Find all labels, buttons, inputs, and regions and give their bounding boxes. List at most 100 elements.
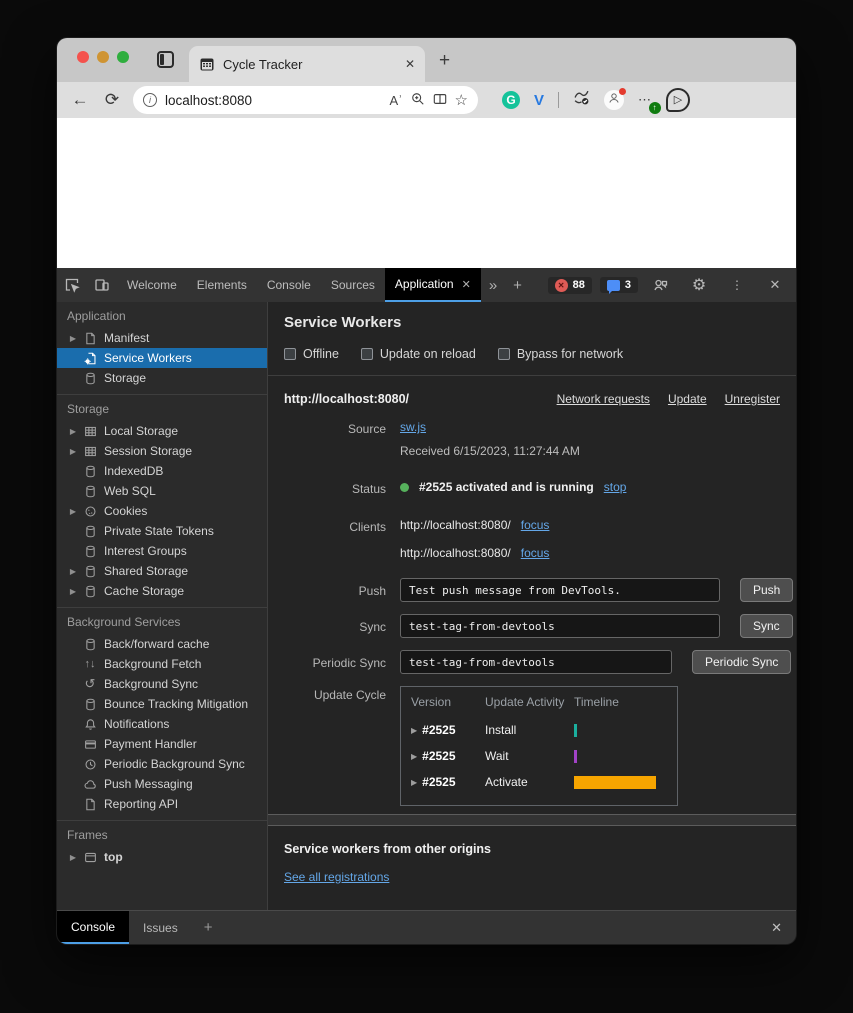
offline-checkbox[interactable]: Offline — [284, 347, 339, 361]
close-window-button[interactable] — [77, 51, 89, 63]
sidebar-item-cookies[interactable]: ▶ Cookies — [57, 501, 267, 521]
drawer-add-tab-icon[interactable]: + — [203, 919, 213, 936]
sidebar-item-web-sql[interactable]: Web SQL — [57, 481, 267, 501]
checkbox-icon[interactable] — [284, 348, 296, 360]
profile-avatar[interactable] — [604, 88, 627, 110]
settings-more-button[interactable]: ⋯ ↑ — [638, 92, 662, 114]
sidebar-item-top-frame[interactable]: ▶ top — [57, 847, 267, 867]
sidebar-item-local-storage[interactable]: ▶ Local Storage — [57, 421, 267, 441]
minimize-window-button[interactable] — [97, 51, 109, 63]
sidebar-item-session-storage[interactable]: ▶ Session Storage — [57, 441, 267, 461]
expand-arrow-icon[interactable]: ▶ — [411, 777, 418, 787]
error-counter[interactable]: ✕ 88 — [547, 276, 592, 294]
sidebar-item-payment-handler[interactable]: Payment Handler — [57, 734, 267, 754]
sidebar-item-bounce-tracking-mitigation[interactable]: Bounce Tracking Mitigation — [57, 694, 267, 714]
add-devtools-tab-icon[interactable]: + — [513, 276, 522, 294]
grammarly-icon[interactable]: G — [502, 91, 520, 109]
tab-switcher-icon[interactable] — [157, 51, 174, 68]
devtools-kebab-menu-icon[interactable]: ⋮ — [731, 278, 743, 292]
source-label: Source — [347, 422, 386, 436]
tab-application[interactable]: Application ✕ — [384, 268, 481, 302]
expand-arrow-icon[interactable]: ▶ — [69, 566, 77, 576]
expand-arrow-icon[interactable]: ▶ — [69, 586, 77, 596]
inspect-element-icon[interactable] — [57, 268, 87, 302]
error-icon: ✕ — [554, 278, 568, 292]
checkbox-icon[interactable] — [360, 348, 373, 360]
expand-arrow-icon[interactable]: ▶ — [69, 446, 77, 456]
expand-arrow-icon[interactable]: ▶ — [69, 333, 77, 343]
split-screen-icon[interactable] — [433, 92, 447, 109]
sidebar-item-interest-groups[interactable]: Interest Groups — [57, 541, 267, 561]
devtools-close-icon[interactable]: ✕ — [769, 277, 781, 292]
network-requests-link[interactable]: Network requests — [556, 392, 650, 406]
sidebar-item-notifications[interactable]: Notifications — [57, 714, 267, 734]
focus-link[interactable]: focus — [520, 546, 550, 560]
tab-application-close-icon[interactable]: ✕ — [461, 278, 471, 291]
feedback-icon[interactable] — [646, 277, 676, 293]
sync-button[interactable]: Sync — [740, 614, 793, 638]
sidebar-item-background-fetch[interactable]: ↑↓ Background Fetch — [57, 654, 267, 674]
update-on-reload-checkbox[interactable]: Update on reload — [360, 347, 476, 361]
sidebar-item-background-sync[interactable]: ↺ Background Sync — [57, 674, 267, 694]
push-message-input[interactable] — [400, 578, 720, 602]
drawer-tab-console[interactable]: Console — [57, 911, 130, 944]
see-all-registrations-link[interactable]: See all registrations — [284, 870, 390, 884]
browser-tab[interactable]: Cycle Tracker ✕ — [189, 46, 425, 82]
focus-link[interactable]: focus — [520, 518, 550, 532]
tab-close-icon[interactable]: ✕ — [404, 57, 415, 71]
expand-arrow-icon[interactable]: ▶ — [69, 852, 77, 862]
sidebar-item-shared-storage[interactable]: ▶ Shared Storage — [57, 561, 267, 581]
new-tab-button[interactable]: + — [439, 50, 451, 71]
expand-arrow-icon[interactable]: ▶ — [411, 725, 418, 735]
sidebar-item-reporting-api[interactable]: Reporting API — [57, 794, 267, 814]
read-aloud-icon[interactable]: Aʾ — [389, 92, 403, 108]
expand-arrow-icon[interactable]: ▶ — [69, 426, 77, 436]
checkbox-icon[interactable] — [497, 348, 510, 360]
sidebar-item-push-messaging[interactable]: Push Messaging — [57, 774, 267, 794]
reload-button[interactable]: ⟳ — [104, 90, 120, 109]
sidebar-item-periodic-background-sync[interactable]: Periodic Background Sync — [57, 754, 267, 774]
table-row-wait[interactable]: ▶ #2525 Wait — [401, 743, 677, 769]
sidebar-item-manifest[interactable]: ▶ Manifest — [57, 328, 267, 348]
expand-arrow-icon[interactable]: ▶ — [411, 751, 418, 761]
sidebar-item-back-forward-cache[interactable]: Back/forward cache — [57, 634, 267, 654]
push-button[interactable]: Push — [740, 578, 794, 602]
drawer-close-icon[interactable]: ✕ — [771, 919, 782, 935]
table-row-install[interactable]: ▶ #2525 Install — [401, 717, 677, 743]
table-row-activate[interactable]: ▶ #2525 Activate — [401, 769, 677, 795]
zoom-icon[interactable] — [411, 92, 425, 109]
url-text[interactable]: localhost:8080 — [165, 92, 253, 108]
issue-counter[interactable]: 3 — [599, 277, 638, 294]
sidebar-item-service-workers[interactable]: Service Workers — [57, 348, 267, 368]
device-toolbar-icon[interactable] — [87, 268, 117, 302]
update-link[interactable]: Update — [667, 392, 707, 406]
drawer-tab-issues[interactable]: Issues — [143, 920, 178, 935]
favorites-star-icon[interactable]: ☆ — [454, 92, 468, 109]
site-info-icon[interactable]: i — [143, 93, 157, 107]
back-button[interactable]: ← — [71, 90, 89, 109]
sidebar-item-indexeddb[interactable]: IndexedDB — [57, 461, 267, 481]
maximize-window-button[interactable] — [117, 51, 129, 63]
tab-welcome[interactable]: Welcome — [127, 278, 177, 292]
periodic-sync-tag-input[interactable] — [400, 650, 672, 674]
tab-sources[interactable]: Sources — [330, 278, 375, 292]
tab-elements[interactable]: Elements — [196, 278, 247, 292]
sidebar-item-cache-storage[interactable]: ▶ Cache Storage — [57, 581, 267, 601]
v-extension-icon[interactable]: V — [534, 91, 545, 109]
sync-arrows-icon: ↺ — [84, 676, 96, 691]
unregister-link[interactable]: Unregister — [724, 392, 780, 406]
copilot-icon[interactable]: ▷ — [666, 88, 691, 112]
source-file-link[interactable]: sw.js — [400, 420, 427, 434]
sync-tag-input[interactable] — [400, 614, 720, 638]
more-tabs-icon[interactable]: » — [488, 276, 498, 294]
stop-link[interactable]: stop — [603, 480, 627, 494]
sidebar-item-storage-top[interactable]: Storage — [57, 368, 267, 388]
address-bar[interactable]: i localhost:8080 Aʾ ☆ — [133, 86, 478, 114]
bypass-for-network-checkbox[interactable]: Bypass for network — [497, 347, 623, 361]
tab-console[interactable]: Console — [266, 278, 311, 292]
browser-essentials-icon[interactable] — [573, 89, 590, 111]
expand-arrow-icon[interactable]: ▶ — [69, 506, 77, 516]
periodic-sync-button[interactable]: Periodic Sync — [692, 650, 792, 674]
sidebar-item-private-state-tokens[interactable]: Private State Tokens — [57, 521, 267, 541]
devtools-settings-gear-icon[interactable]: ⚙ — [691, 277, 707, 294]
